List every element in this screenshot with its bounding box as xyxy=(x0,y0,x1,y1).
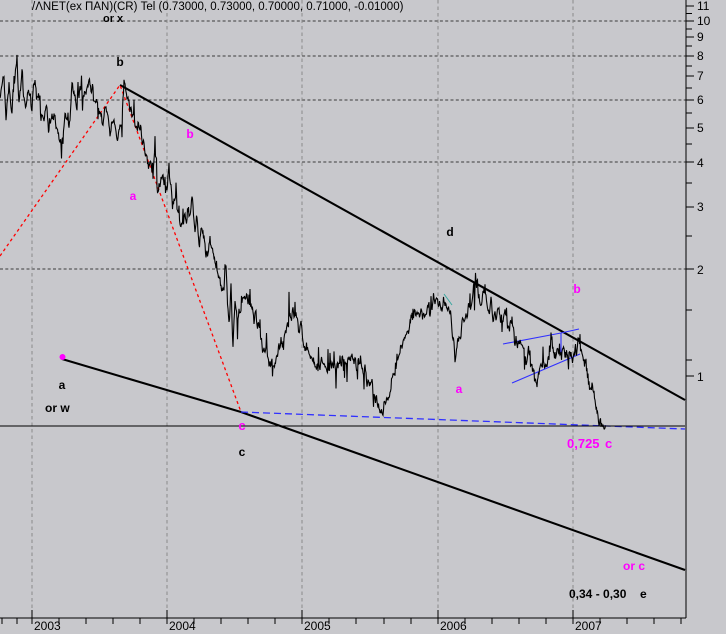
svg-text:c: c xyxy=(239,445,246,459)
svg-text:11: 11 xyxy=(697,0,710,13)
svg-text:c: c xyxy=(605,436,612,451)
svg-text:b: b xyxy=(116,55,123,69)
svg-text:6: 6 xyxy=(697,93,704,107)
svg-text:2005: 2005 xyxy=(304,619,331,633)
svg-text:e: e xyxy=(640,587,647,601)
svg-text:2007: 2007 xyxy=(575,619,602,633)
svg-text:d: d xyxy=(446,225,453,239)
svg-text:b: b xyxy=(573,282,580,296)
svg-text:1: 1 xyxy=(697,370,704,384)
svg-text:c: c xyxy=(238,418,245,433)
svg-text:9: 9 xyxy=(697,30,704,44)
svg-text:7: 7 xyxy=(697,69,704,83)
svg-text:8: 8 xyxy=(697,49,704,63)
svg-text:2: 2 xyxy=(697,263,704,277)
svg-text:2006: 2006 xyxy=(440,619,467,633)
svg-text:5: 5 xyxy=(697,121,704,135)
svg-text:/ΛΝΕΤ(ex ΠΑΝ)(CR) Tel (0.73000: /ΛΝΕΤ(ex ΠΑΝ)(CR) Tel (0.73000, 0.73000,… xyxy=(32,1,404,13)
svg-text:a: a xyxy=(130,189,137,203)
svg-text:or x: or x xyxy=(103,13,124,25)
svg-text:3: 3 xyxy=(697,200,704,214)
svg-text:b: b xyxy=(186,127,193,141)
svg-text:10: 10 xyxy=(697,14,711,28)
svg-text:4: 4 xyxy=(697,156,704,170)
svg-text:0,725: 0,725 xyxy=(567,436,600,451)
svg-text:or c: or c xyxy=(623,559,645,573)
svg-text:0,34 - 0,30: 0,34 - 0,30 xyxy=(569,587,627,601)
svg-text:or w: or w xyxy=(45,401,70,415)
svg-text:a: a xyxy=(456,382,463,396)
svg-text:a: a xyxy=(59,378,66,392)
svg-text:2004: 2004 xyxy=(169,619,196,633)
svg-text:2003: 2003 xyxy=(34,619,61,633)
